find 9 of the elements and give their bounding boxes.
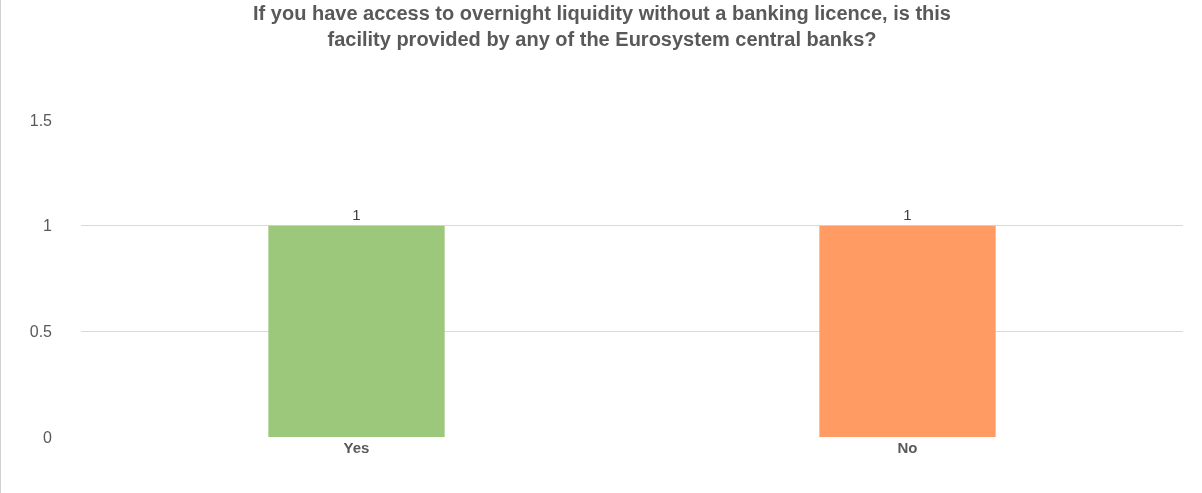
y-tick-label: 1 xyxy=(43,217,53,235)
data-label: 1 xyxy=(352,205,361,223)
chart-title: If you have access to overnight liquidity without a banking licence, is this facility provided by any of the Eurosystem central banks? xyxy=(253,1,951,50)
x-tick-label: No xyxy=(897,439,918,456)
y-tick-label: 0 xyxy=(43,428,53,446)
y-tick-label: 0.5 xyxy=(29,322,53,340)
data-label: 1 xyxy=(903,205,912,223)
x-tick-label: Yes xyxy=(343,439,370,456)
y-tick-label: 1.5 xyxy=(29,111,53,129)
